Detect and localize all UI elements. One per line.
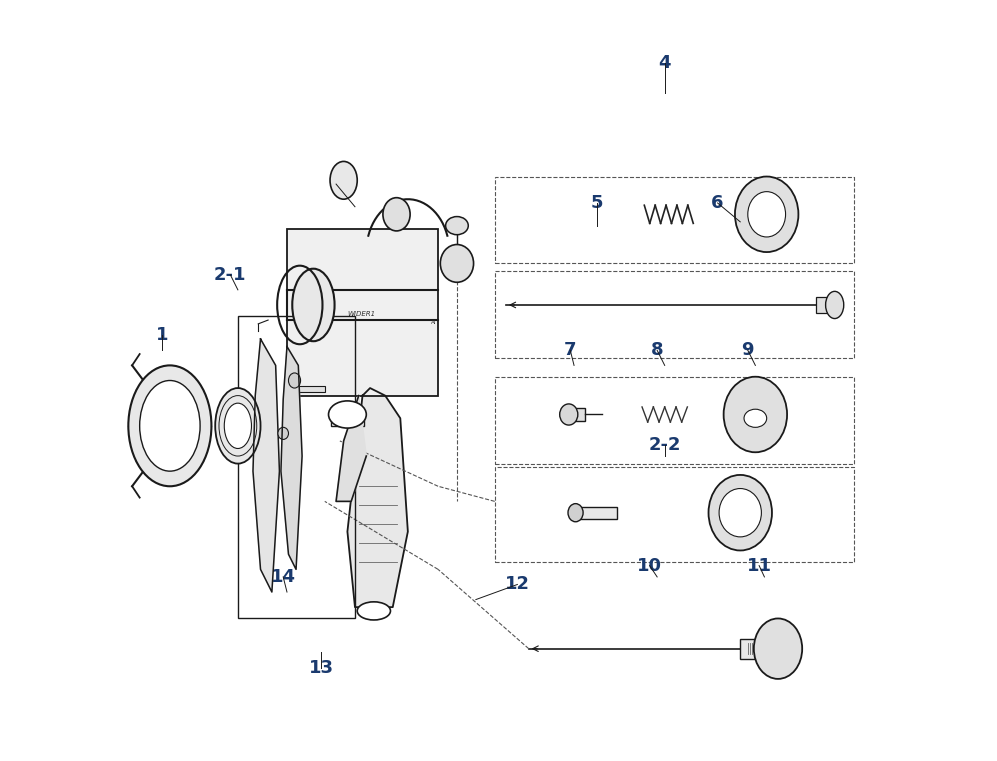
Ellipse shape xyxy=(441,244,474,282)
Ellipse shape xyxy=(383,198,410,231)
Text: 12: 12 xyxy=(504,575,529,594)
Ellipse shape xyxy=(294,271,332,339)
Polygon shape xyxy=(347,388,408,607)
Ellipse shape xyxy=(719,489,762,537)
Bar xyxy=(816,298,830,313)
Polygon shape xyxy=(281,346,302,569)
Ellipse shape xyxy=(129,365,211,486)
Ellipse shape xyxy=(288,373,300,388)
Ellipse shape xyxy=(140,380,200,471)
Bar xyxy=(495,271,853,358)
Ellipse shape xyxy=(224,403,251,448)
Text: 11: 11 xyxy=(747,556,772,575)
Text: 8: 8 xyxy=(651,341,663,359)
Bar xyxy=(495,377,853,463)
Bar xyxy=(238,317,355,619)
Polygon shape xyxy=(253,339,279,592)
Bar xyxy=(331,415,364,426)
Ellipse shape xyxy=(330,161,357,199)
Text: 14: 14 xyxy=(271,568,296,586)
Ellipse shape xyxy=(559,404,578,425)
Polygon shape xyxy=(336,396,366,501)
Text: 3: 3 xyxy=(330,175,342,193)
Text: WIDER1: WIDER1 xyxy=(347,311,376,317)
Ellipse shape xyxy=(744,409,767,428)
Text: 9: 9 xyxy=(742,341,754,359)
Text: 4: 4 xyxy=(658,54,671,72)
Text: 6: 6 xyxy=(711,194,724,212)
Ellipse shape xyxy=(724,377,787,452)
Text: 5: 5 xyxy=(590,194,603,212)
Text: 2-2: 2-2 xyxy=(648,436,681,454)
Text: 13: 13 xyxy=(308,658,333,677)
Ellipse shape xyxy=(568,504,583,522)
Ellipse shape xyxy=(357,602,391,620)
Ellipse shape xyxy=(826,291,843,319)
Text: 7: 7 xyxy=(564,341,576,359)
Ellipse shape xyxy=(735,177,799,252)
Bar xyxy=(495,467,853,562)
Ellipse shape xyxy=(446,217,469,234)
Bar xyxy=(740,639,756,658)
Bar xyxy=(495,177,853,263)
Bar xyxy=(287,229,438,396)
Text: 2-1: 2-1 xyxy=(214,266,246,284)
Bar xyxy=(575,507,617,519)
Ellipse shape xyxy=(292,269,335,341)
Ellipse shape xyxy=(215,388,260,463)
Ellipse shape xyxy=(709,475,772,550)
Bar xyxy=(294,386,325,392)
Text: 1: 1 xyxy=(157,326,168,344)
Text: 10: 10 xyxy=(637,556,662,575)
Ellipse shape xyxy=(748,192,786,237)
Text: AI: AI xyxy=(431,320,436,325)
Ellipse shape xyxy=(754,619,803,679)
Bar xyxy=(570,409,585,421)
Ellipse shape xyxy=(278,428,288,439)
Ellipse shape xyxy=(329,401,366,428)
